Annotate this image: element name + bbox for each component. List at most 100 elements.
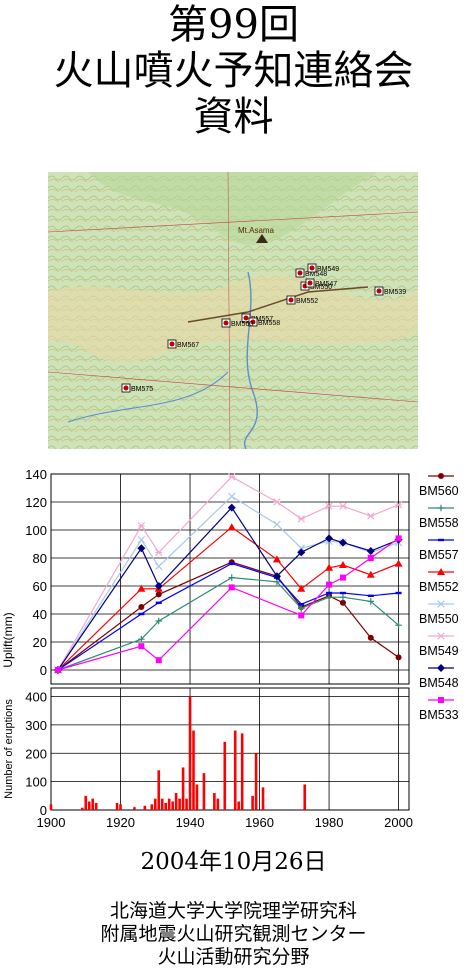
data-point-marker xyxy=(155,657,162,664)
legend-label: BM560 xyxy=(419,484,459,498)
uplift-ylabel: Uplift(mm) xyxy=(1,612,15,667)
eruption-bar xyxy=(150,804,154,810)
data-point-marker xyxy=(54,667,61,673)
data-point-marker xyxy=(326,591,333,595)
benchmark-marker: BM549 xyxy=(307,263,339,273)
data-point-marker xyxy=(137,536,146,544)
eruption-bar xyxy=(188,696,192,810)
series-bm550 xyxy=(54,492,403,674)
data-point-marker xyxy=(366,570,375,578)
data-point-marker xyxy=(394,559,403,567)
legend-item: BM549 xyxy=(419,632,459,658)
title-line-2: 火山噴火予知連絡会 xyxy=(53,48,414,94)
data-point-marker xyxy=(339,599,346,606)
legend-item: BM557 xyxy=(419,538,459,562)
eruption-bar xyxy=(237,801,240,810)
eruption-bar xyxy=(181,767,185,810)
legend-item: BM560 xyxy=(419,473,459,498)
eruption-bar xyxy=(49,804,53,810)
legend-item: BM550 xyxy=(419,600,459,626)
series-bm533 xyxy=(54,535,402,673)
data-point-marker xyxy=(367,555,374,561)
data-point-marker xyxy=(395,591,402,595)
eruption-bar xyxy=(167,798,171,810)
data-point-marker xyxy=(325,563,334,571)
x-tick-label: 2000 xyxy=(384,815,413,830)
series-line xyxy=(57,562,399,671)
legend-label: BM533 xyxy=(419,708,459,722)
series-bm548 xyxy=(53,503,403,674)
footer-line-3: 火山活動研究分野 xyxy=(157,946,310,968)
data-point-marker xyxy=(298,603,305,606)
data-point-marker xyxy=(155,617,163,625)
data-point-marker xyxy=(297,515,305,523)
benchmark-marker: BM560 xyxy=(221,318,253,328)
eruption-ylabel: Number of eruptions xyxy=(3,699,15,799)
data-point-marker xyxy=(367,598,375,605)
data-point-marker xyxy=(437,568,445,575)
eruption-bar xyxy=(202,773,206,810)
data-point-marker xyxy=(228,584,235,591)
data-point-marker xyxy=(298,612,305,619)
eruption-bar xyxy=(91,798,95,810)
eruption-bar xyxy=(119,804,122,810)
data-point-marker xyxy=(395,535,402,542)
eruption-y-tick-label: 300 xyxy=(25,718,47,733)
eruption-bar xyxy=(233,730,237,810)
data-point-marker xyxy=(338,538,347,547)
legend-label: BM549 xyxy=(419,644,459,658)
eruption-bar xyxy=(254,753,258,810)
eruption-bar xyxy=(94,802,98,810)
data-point-marker xyxy=(325,502,333,510)
legend-label: BM550 xyxy=(419,612,459,626)
uplift-series xyxy=(53,473,403,674)
series-bm557 xyxy=(54,562,402,672)
data-point-marker xyxy=(137,522,146,530)
data-point-marker xyxy=(138,604,145,610)
topographic-map: Mt.Asama BM548BM549BM550BM552BM557BM558B… xyxy=(48,172,418,449)
benchmark-label: BM560 xyxy=(231,321,253,328)
uplift-y-tick-label: 60 xyxy=(33,579,47,594)
eruption-bar xyxy=(133,807,136,810)
data-point-marker xyxy=(437,504,445,512)
legend-label: BM558 xyxy=(419,516,459,530)
eruption-bar xyxy=(192,730,195,810)
river xyxy=(243,271,258,449)
eruption-bar xyxy=(160,798,164,810)
eruption-bar xyxy=(157,770,161,810)
benchmark-label: BM558 xyxy=(258,320,280,327)
data-point-marker xyxy=(325,534,334,543)
data-point-marker xyxy=(155,562,163,571)
eruption-bar xyxy=(171,801,174,810)
data-point-marker xyxy=(297,584,306,592)
benchmark-label: BM575 xyxy=(131,386,153,393)
volcano-label: Mt.Asama xyxy=(238,226,275,235)
data-point-marker xyxy=(154,582,163,590)
x-tick-label: 1980 xyxy=(315,815,344,830)
eruption-bar xyxy=(143,805,147,810)
eruption-plot-frame xyxy=(50,687,410,811)
x-ticks: 1900 1920 1940 1960 1980 2000 xyxy=(37,815,413,830)
data-point-marker xyxy=(438,538,444,542)
data-point-marker xyxy=(155,548,163,557)
data-point-marker xyxy=(155,601,162,604)
x-tick-label: 1920 xyxy=(106,815,135,830)
benchmark-label: BM557 xyxy=(251,316,273,323)
uplift-chart: 0 20 40 60 80 100 120 140 0 100 200 300 400 1900 192… xyxy=(1,467,459,830)
series-line xyxy=(57,561,399,671)
eruption-bar xyxy=(213,792,216,810)
data-point-marker xyxy=(272,572,281,581)
series-line xyxy=(57,576,399,671)
eruption-bar xyxy=(84,795,88,810)
eruption-bar xyxy=(261,787,265,810)
data-point-marker xyxy=(339,502,347,510)
eruption-bar xyxy=(80,807,84,810)
eruption-bar xyxy=(251,795,254,810)
data-point-marker xyxy=(367,634,374,641)
eruption-y-tick-label: 0 xyxy=(40,803,47,818)
benchmark-marker: BM558 xyxy=(248,317,280,327)
report-date: 2004年10月26日 xyxy=(140,849,327,875)
data-point-marker xyxy=(297,605,305,612)
data-point-marker xyxy=(366,547,375,555)
uplift-y-tick-label: 100 xyxy=(25,523,47,538)
